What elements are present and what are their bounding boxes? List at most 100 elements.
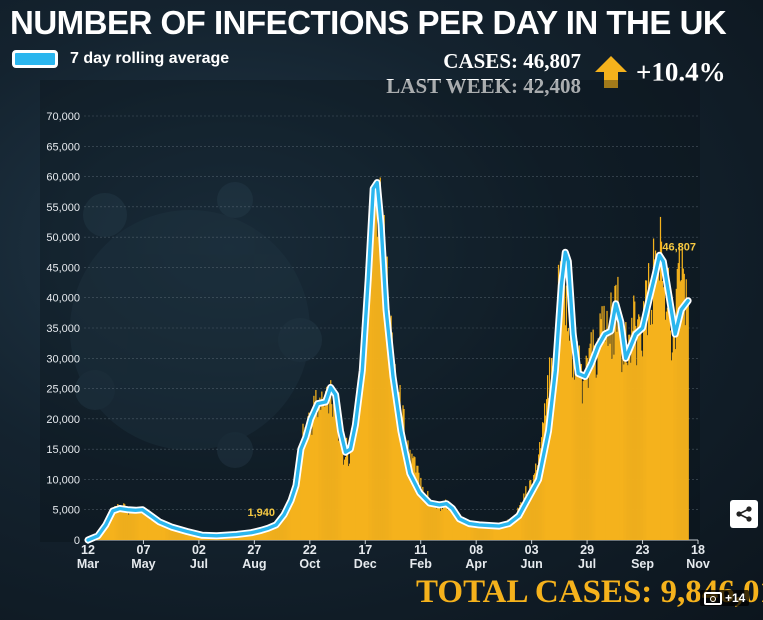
daily-case-bar bbox=[185, 531, 187, 540]
daily-case-bar bbox=[662, 287, 665, 540]
daily-case-bar bbox=[488, 525, 490, 540]
daily-case-bar bbox=[583, 378, 585, 540]
daily-case-bar bbox=[564, 325, 567, 540]
daily-case-bar bbox=[375, 183, 377, 540]
daily-case-bar bbox=[685, 279, 687, 540]
daily-case-bar bbox=[352, 431, 355, 540]
daily-case-bar bbox=[401, 432, 403, 540]
daily-case-bar bbox=[413, 456, 415, 540]
daily-case-bar bbox=[264, 529, 267, 540]
daily-case-bar bbox=[241, 534, 244, 540]
daily-case-bar bbox=[284, 514, 286, 540]
daily-case-bar bbox=[364, 318, 367, 540]
daily-case-bar bbox=[338, 440, 340, 540]
gallery-button[interactable]: +14 bbox=[700, 590, 750, 606]
background-virus bbox=[70, 182, 322, 468]
daily-case-bar bbox=[283, 517, 285, 540]
daily-case-bar bbox=[673, 321, 675, 540]
daily-case-bar bbox=[466, 521, 469, 540]
daily-case-bar bbox=[616, 331, 618, 540]
daily-case-bar bbox=[396, 387, 398, 540]
last-week-value: 42,408 bbox=[523, 74, 581, 98]
x-tick-month: Feb bbox=[410, 557, 433, 571]
daily-case-bar bbox=[630, 362, 632, 540]
daily-case-bar bbox=[254, 531, 257, 540]
daily-case-bar bbox=[383, 215, 385, 540]
daily-case-bar bbox=[676, 268, 678, 540]
daily-case-bar bbox=[476, 526, 478, 540]
daily-case-bar bbox=[599, 313, 601, 540]
daily-case-bar bbox=[111, 512, 113, 540]
daily-case-bar bbox=[437, 503, 439, 540]
camera-icon bbox=[704, 591, 722, 605]
daily-case-bar bbox=[412, 458, 414, 540]
daily-case-bar bbox=[308, 412, 310, 540]
daily-case-bar bbox=[614, 286, 616, 540]
daily-case-bar bbox=[537, 465, 539, 540]
daily-case-bar bbox=[549, 401, 552, 540]
share-button[interactable] bbox=[730, 500, 758, 528]
daily-case-bar bbox=[342, 464, 345, 540]
daily-case-bar bbox=[317, 417, 319, 540]
daily-case-bar bbox=[384, 301, 386, 540]
x-tick-day: 23 bbox=[636, 543, 650, 557]
y-tick-label: 60,000 bbox=[46, 172, 80, 184]
daily-case-bar bbox=[465, 519, 468, 540]
daily-case-bar bbox=[524, 502, 526, 540]
daily-case-bar bbox=[188, 531, 190, 540]
daily-case-bar bbox=[279, 515, 281, 540]
daily-case-bar bbox=[636, 365, 638, 540]
daily-case-bar bbox=[421, 493, 423, 540]
daily-case-bar bbox=[295, 489, 297, 540]
daily-case-bar bbox=[150, 519, 153, 540]
daily-case-bar bbox=[471, 523, 473, 540]
daily-case-bar bbox=[684, 325, 686, 540]
daily-case-bar bbox=[449, 507, 452, 540]
daily-case-bar bbox=[528, 497, 530, 540]
daily-case-bar bbox=[620, 345, 622, 540]
daily-case-bar bbox=[301, 458, 303, 540]
daily-case-bar bbox=[316, 409, 318, 540]
daily-case-bar bbox=[540, 448, 542, 540]
y-tick-label: 65,000 bbox=[46, 141, 80, 153]
daily-case-bar bbox=[490, 525, 492, 540]
daily-case-bar bbox=[363, 321, 366, 540]
daily-case-bar bbox=[180, 529, 182, 540]
daily-case-bar bbox=[148, 511, 151, 540]
daily-case-bar bbox=[510, 523, 512, 540]
y-tick-label: 40,000 bbox=[46, 293, 80, 305]
daily-case-bar bbox=[298, 451, 300, 540]
daily-case-bar bbox=[534, 473, 536, 540]
daily-case-bar bbox=[173, 527, 175, 540]
daily-case-bar bbox=[149, 519, 152, 540]
daily-case-bar bbox=[398, 392, 400, 540]
daily-case-bar bbox=[307, 416, 309, 540]
daily-case-bar bbox=[686, 299, 688, 540]
daily-case-bar bbox=[643, 301, 645, 540]
daily-case-bar bbox=[659, 216, 662, 541]
daily-case-bar bbox=[555, 340, 558, 540]
daily-case-bar bbox=[672, 334, 674, 540]
daily-case-bar bbox=[586, 357, 588, 540]
daily-case-bar bbox=[315, 390, 317, 540]
daily-case-bar bbox=[171, 527, 173, 540]
daily-case-bar bbox=[378, 203, 380, 540]
up-arrow-icon bbox=[595, 56, 627, 88]
daily-case-bar bbox=[618, 331, 620, 540]
x-tick-month: Aug bbox=[242, 557, 266, 571]
daily-case-bar bbox=[302, 423, 304, 540]
annotation-latest: 46,807 bbox=[662, 241, 696, 253]
daily-case-bar bbox=[335, 413, 337, 540]
legend: 7 day rolling average bbox=[12, 50, 229, 68]
daily-case-bar bbox=[269, 529, 271, 540]
daily-case-bar bbox=[367, 301, 369, 540]
daily-case-bar bbox=[598, 341, 600, 540]
daily-case-bar bbox=[281, 518, 283, 540]
daily-case-bar bbox=[594, 351, 596, 540]
daily-case-bar bbox=[300, 452, 302, 540]
daily-case-bar bbox=[473, 524, 475, 540]
daily-case-bar bbox=[609, 343, 611, 540]
daily-case-bar bbox=[448, 502, 451, 540]
daily-case-bar bbox=[322, 399, 324, 540]
daily-case-bar bbox=[596, 374, 598, 540]
